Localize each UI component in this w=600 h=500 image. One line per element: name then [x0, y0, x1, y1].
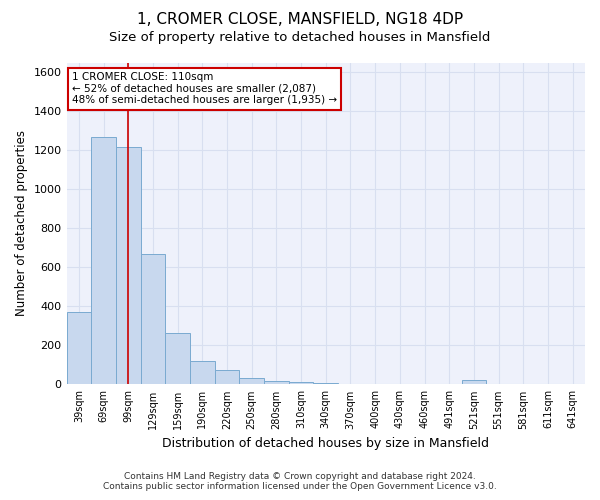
Bar: [67, 312, 91, 384]
Bar: [116, 148, 140, 384]
Bar: [239, 378, 264, 384]
Text: 1, CROMER CLOSE, MANSFIELD, NG18 4DP: 1, CROMER CLOSE, MANSFIELD, NG18 4DP: [137, 12, 463, 28]
Text: Size of property relative to detached houses in Mansfield: Size of property relative to detached ho…: [109, 31, 491, 44]
Bar: [264, 380, 289, 384]
X-axis label: Distribution of detached houses by size in Mansfield: Distribution of detached houses by size …: [162, 437, 489, 450]
Bar: [461, 380, 486, 384]
Y-axis label: Number of detached properties: Number of detached properties: [15, 130, 28, 316]
Text: 1 CROMER CLOSE: 110sqm
← 52% of detached houses are smaller (2,087)
48% of semi-: 1 CROMER CLOSE: 110sqm ← 52% of detached…: [72, 72, 337, 106]
Bar: [289, 382, 313, 384]
Bar: [215, 370, 239, 384]
Text: Contains HM Land Registry data © Crown copyright and database right 2024.
Contai: Contains HM Land Registry data © Crown c…: [103, 472, 497, 491]
Bar: [140, 254, 165, 384]
Bar: [91, 136, 116, 384]
Bar: [165, 332, 190, 384]
Bar: [190, 361, 215, 384]
